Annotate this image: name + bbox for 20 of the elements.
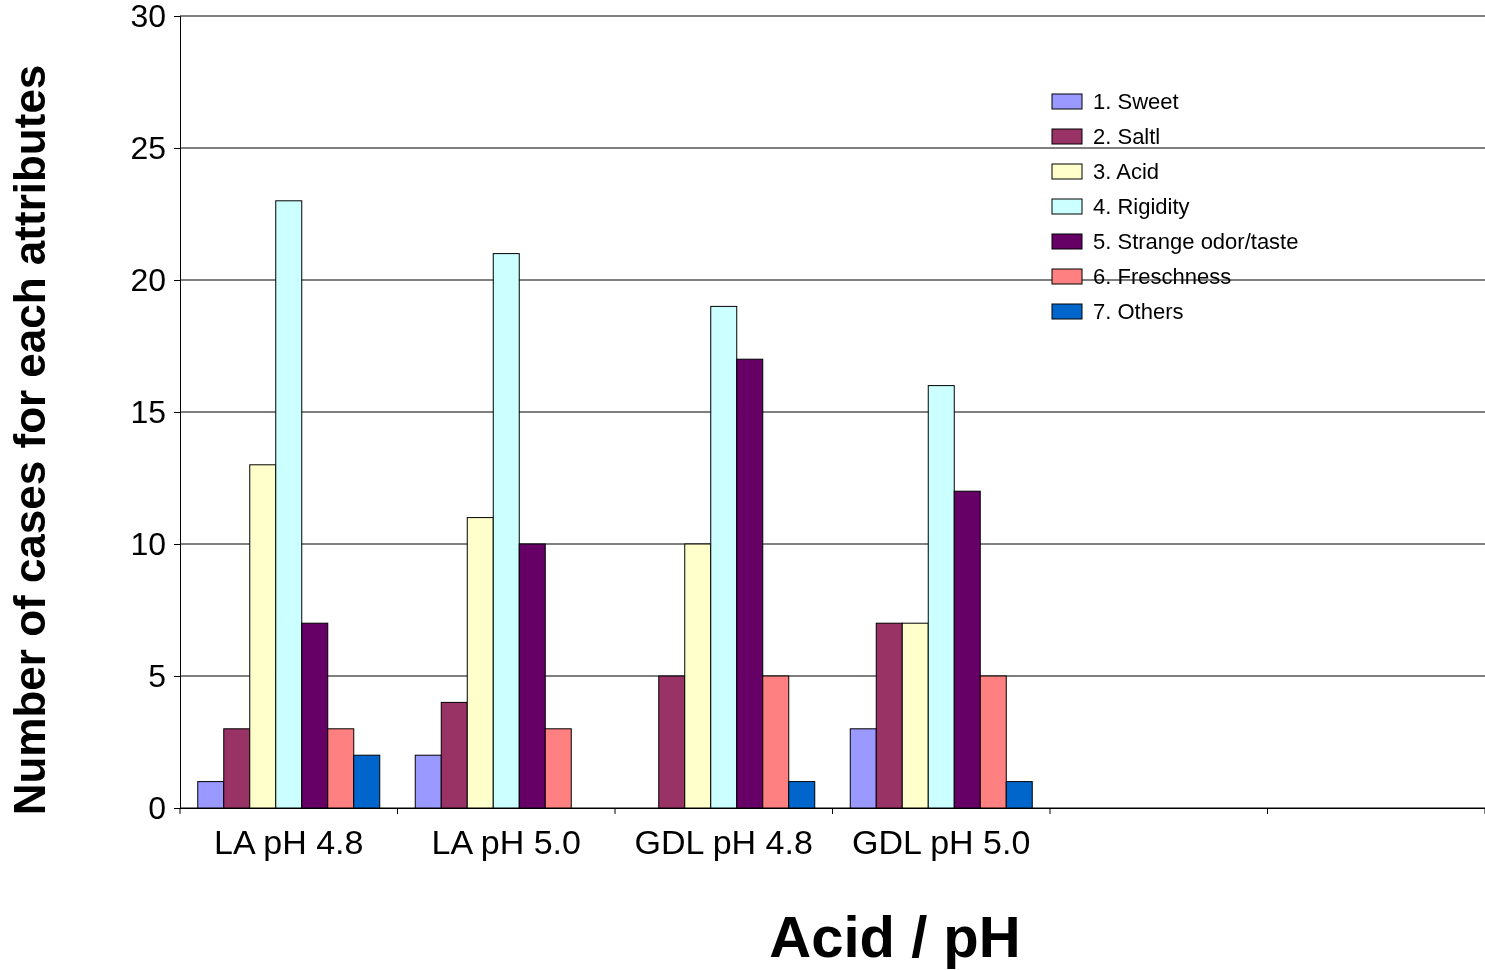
x-tick-label: LA pH 4.8 xyxy=(214,823,364,862)
legend-label: 6. Freschness xyxy=(1093,264,1232,289)
legend-label: 1. Sweet xyxy=(1093,89,1179,114)
x-tick-label: GDL pH 5.0 xyxy=(852,823,1031,862)
y-tick-label: 0 xyxy=(148,789,166,826)
legend-label: 4. Rigidity xyxy=(1093,194,1190,219)
x-tick-label: LA pH 5.0 xyxy=(431,823,581,862)
legend-label: 5. Strange odor/taste xyxy=(1093,229,1299,254)
y-tick-label: 30 xyxy=(130,0,166,34)
y-tick-label: 5 xyxy=(148,657,166,694)
legend-label: 3. Acid xyxy=(1093,159,1160,184)
y-tick-label: 10 xyxy=(130,525,166,562)
x-axis-title: Acid / pH xyxy=(769,904,1021,969)
x-tick-label: GDL pH 4.8 xyxy=(634,823,813,862)
y-tick-label: 20 xyxy=(130,261,166,298)
y-tick-label: 15 xyxy=(130,393,166,430)
y-axis-title: Number of cases for each attributes xyxy=(5,64,54,816)
legend-label: 7. Others xyxy=(1093,299,1184,324)
y-tick-label: 25 xyxy=(130,129,166,166)
legend-label: 2. Saltl xyxy=(1093,124,1161,149)
